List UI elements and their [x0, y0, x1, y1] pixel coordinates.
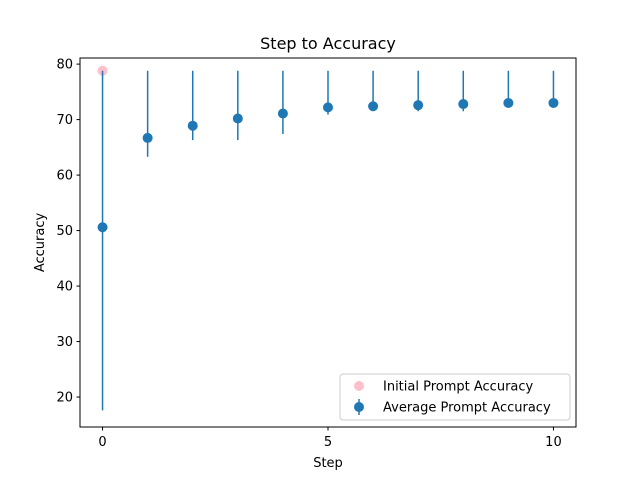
average-accuracy-point: [503, 97, 514, 108]
legend-average-label: Average Prompt Accuracy: [383, 401, 551, 416]
average-accuracy-point: [368, 101, 379, 112]
x-tick-label: 10: [545, 435, 562, 450]
legend-box: [339, 373, 571, 421]
x-axis-ticks: 0 5 10: [98, 427, 562, 450]
legend: Initial Prompt Accuracy Average Prompt A…: [339, 373, 571, 421]
x-tick-label: 5: [324, 435, 332, 450]
average-accuracy-point: [548, 97, 559, 108]
legend-initial-label: Initial Prompt Accuracy: [383, 380, 534, 395]
y-tick-label: 70: [56, 113, 73, 128]
average-accuracy-point: [187, 120, 198, 131]
y-tick-label: 60: [56, 169, 73, 184]
average-accuracy-point: [413, 100, 424, 111]
legend-average-marker: [354, 402, 364, 412]
average-accuracy-point: [458, 99, 469, 110]
y-axis-ticks: 20 30 40 50 60 70 80: [56, 58, 80, 406]
average-accuracy-point: [323, 102, 333, 113]
y-tick-label: 30: [56, 335, 73, 350]
plot-frame: [79, 57, 577, 428]
average-accuracy-point: [232, 113, 243, 124]
legend-initial-marker: [354, 381, 364, 391]
y-tick-label: 40: [56, 280, 73, 295]
average-accuracy-point: [97, 222, 108, 233]
average-accuracy-point: [142, 132, 153, 143]
x-tick-label: 0: [98, 435, 106, 450]
plot-area: [80, 58, 576, 427]
y-tick-label: 20: [56, 391, 73, 406]
y-tick-label: 50: [56, 224, 73, 239]
y-axis-label: Accuracy: [33, 213, 48, 273]
chart-title: Step to Accuracy: [260, 34, 396, 53]
data-marks: [97, 65, 559, 411]
y-tick-label: 80: [56, 58, 73, 73]
x-axis-label: Step: [313, 456, 343, 471]
average-accuracy-point: [277, 108, 288, 119]
